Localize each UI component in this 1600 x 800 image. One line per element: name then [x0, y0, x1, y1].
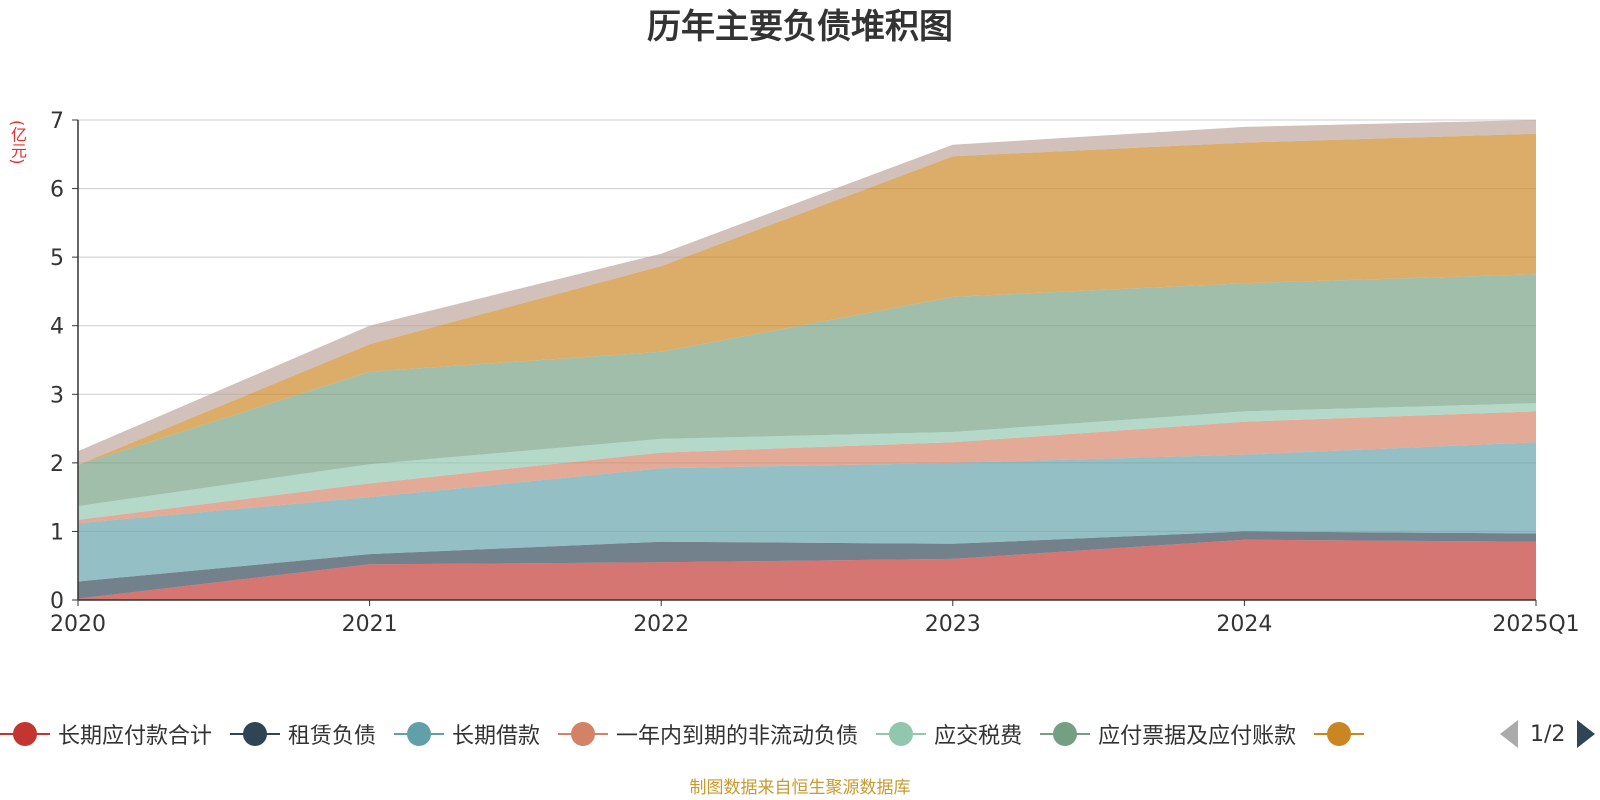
legend-next-icon[interactable] [1577, 720, 1596, 748]
legend-prev-icon[interactable] [1500, 720, 1518, 748]
y-tick-label-2: 2 [50, 452, 64, 477]
y-axis-unit-label: (亿元) [8, 120, 27, 165]
legend-page-indicator: 1/2 [1530, 721, 1566, 747]
legend-marker-icon [876, 722, 927, 746]
y-tick-label-6: 6 [50, 178, 64, 203]
legend-marker-icon [1314, 722, 1365, 746]
source-note: 制图数据来自恒生聚源数据库 [689, 778, 911, 798]
x-tick-label-2023: 2023 [925, 612, 981, 637]
legend-item-label: 长期应付款合计 [58, 724, 213, 749]
area-series-0 [78, 539, 1536, 600]
legend-item-label: 长期借款 [452, 724, 541, 749]
chart-title: 历年主要负债堆积图 [647, 7, 953, 47]
y-tick-label-0: 0 [50, 589, 64, 614]
legend-item-1[interactable]: 租赁负债 [230, 718, 376, 750]
stacked-area-chart: 0 1 2 3 4 5 6 7 2020 2021 2022 2023 2024 2025Q1 [50, 109, 1580, 637]
legend-item-3[interactable]: 一年内到期的非流动负债 [558, 718, 858, 750]
area-series-6 [78, 133, 1536, 465]
legend-item-label: 应付票据及应付账款 [1098, 724, 1297, 749]
x-tick-label-2021: 2021 [342, 612, 398, 637]
legend-marker-icon [558, 722, 609, 746]
y-tick-label-1: 1 [50, 520, 64, 545]
legend: 长期应付款合计 租赁负债 长期借款 一年内到期的非流动负债 应交税费 应付票据及应付账款 [0, 714, 1600, 754]
legend-marker-icon [394, 722, 445, 746]
legend-item-0[interactable]: 长期应付款合计 [0, 718, 212, 750]
x-tick-label-2024: 2024 [1216, 612, 1272, 637]
legend-item-label: 应交税费 [934, 724, 1023, 749]
x-tick-label-2022: 2022 [633, 612, 689, 637]
legend-marker-icon [1040, 722, 1091, 746]
legend-item-label: 租赁负债 [288, 724, 377, 749]
legend-marker-icon [230, 722, 281, 746]
legend-item-6[interactable] [1314, 722, 1372, 746]
y-tick-label-5: 5 [50, 246, 64, 271]
legend-item-5[interactable]: 应付票据及应付账款 [1040, 718, 1296, 750]
legend-item-4[interactable]: 应交税费 [876, 718, 1022, 750]
area-series-4 [78, 403, 1536, 520]
y-tick-label-3: 3 [50, 383, 64, 408]
y-tick-label-4: 4 [50, 315, 64, 340]
legend-item-2[interactable]: 长期借款 [394, 718, 540, 750]
area-series-5 [78, 274, 1536, 507]
x-tick-label-2025Q1: 2025Q1 [1492, 612, 1579, 637]
legend-pager: 1/2 [1500, 714, 1596, 754]
x-tick-label-2020: 2020 [50, 612, 106, 637]
area-series-1 [78, 531, 1536, 599]
y-tick-label-7: 7 [50, 109, 64, 134]
area-series-2 [78, 442, 1536, 582]
legend-marker-icon [0, 722, 50, 746]
legend-item-label: 一年内到期的非流动负债 [616, 724, 859, 749]
area-series-3 [78, 411, 1536, 524]
